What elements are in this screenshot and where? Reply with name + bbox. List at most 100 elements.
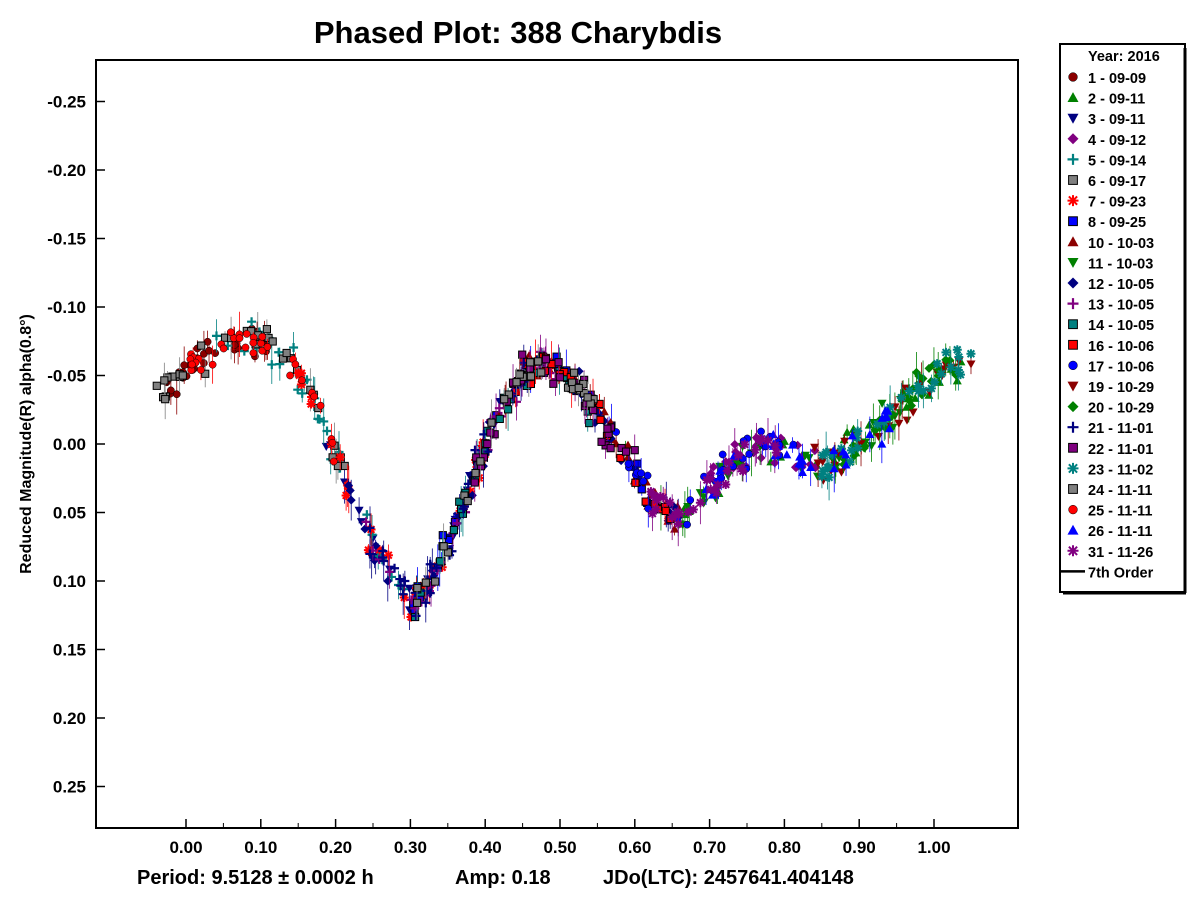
data-point: [952, 376, 962, 385]
legend-label: 13 - 10-05: [1088, 298, 1154, 314]
data-point: [757, 427, 765, 436]
data-point: [476, 457, 485, 466]
data-point: [867, 442, 877, 451]
data-point: [263, 343, 272, 351]
legend-label: 6 - 09-17: [1088, 174, 1146, 190]
data-point: [616, 453, 625, 463]
data-point: [840, 437, 850, 446]
data-point: [711, 488, 721, 498]
y-axis: -0.25 -0.20 -0.15 -0.10 -0.05 0.00 0.05 0.10 0.1…: [47, 93, 105, 797]
data-point: [818, 457, 828, 467]
data-point: [829, 464, 839, 473]
data-point: [647, 509, 657, 519]
data-point: [730, 439, 740, 449]
x-tick-label: 0.60: [618, 838, 651, 857]
legend-marker: [1067, 277, 1079, 289]
footer-amplitude: Amp: 0.18: [455, 867, 551, 889]
data-point: [955, 370, 965, 380]
data-point: [649, 491, 659, 501]
legend-label: 21 - 11-01: [1088, 421, 1153, 437]
x-tick-label: 0.40: [469, 838, 502, 857]
data-point: [294, 370, 304, 380]
x-tick-label: 0.00: [169, 838, 202, 857]
data-point: [585, 418, 594, 428]
data-point: [706, 485, 716, 495]
legend-label: 2 - 09-11: [1088, 92, 1145, 108]
data-point: [274, 347, 284, 357]
data-point: [880, 412, 890, 421]
data-point: [369, 556, 379, 566]
data-point: [524, 351, 534, 360]
legend-marker: [1068, 216, 1078, 227]
data-point: [853, 426, 863, 436]
data-point: [894, 419, 904, 428]
y-tick-label: -0.20: [47, 161, 86, 180]
data-point: [847, 431, 857, 440]
data-point: [219, 344, 228, 353]
data-point: [268, 337, 277, 346]
data-point: [188, 360, 196, 369]
data-point: [918, 386, 928, 396]
data-point: [904, 386, 914, 396]
y-axis-label: Reduced Magnitude(R) alpha(0.8°): [18, 314, 35, 574]
data-point: [658, 492, 668, 502]
legend-label: 12 - 10-05: [1088, 277, 1154, 293]
data-point: [286, 371, 294, 380]
data-point: [885, 424, 895, 433]
data-point: [425, 559, 435, 569]
data-point: [341, 490, 351, 500]
legend-marker: [1067, 381, 1079, 392]
legend-label: 31 - 11-26: [1088, 545, 1153, 561]
data-point: [932, 359, 942, 369]
data-point: [671, 510, 681, 520]
data-point: [471, 468, 480, 478]
legend-label: 7 - 09-23: [1088, 195, 1146, 211]
legend-marker: [1067, 92, 1079, 102]
data-point: [880, 406, 890, 415]
data-point: [936, 369, 946, 379]
chart-title: Phased Plot: 388 Charybdis: [314, 15, 722, 50]
data-point: [437, 562, 447, 572]
data-point: [354, 506, 364, 515]
data-point: [526, 358, 535, 367]
data-point: [818, 466, 828, 476]
data-point: [431, 577, 440, 586]
data-point: [211, 349, 220, 357]
data-point: [555, 373, 564, 382]
data-point: [197, 341, 206, 350]
data-point: [721, 479, 731, 489]
legend-marker: [1068, 339, 1078, 350]
legend-marker: [1068, 442, 1078, 453]
y-tick-label: 0.00: [53, 435, 86, 454]
data-point: [487, 418, 496, 427]
legend-marker: [1067, 195, 1079, 207]
legend-label: 3 - 09-11: [1088, 112, 1145, 128]
data-point: [400, 576, 410, 586]
data-point: [549, 379, 558, 388]
data-point: [859, 443, 869, 453]
data-point: [756, 434, 766, 444]
data-point: [356, 518, 366, 527]
data-point: [796, 460, 806, 469]
data-point: [411, 611, 421, 621]
legend-label: 7th Order: [1088, 565, 1154, 581]
data-point: [515, 370, 524, 379]
data-point: [623, 452, 633, 461]
data-point: [249, 338, 258, 347]
data-point: [379, 556, 389, 566]
data-point: [824, 472, 834, 482]
data-point: [412, 598, 422, 607]
legend: Year: 2016 1 - 09-09 2 - 09-11 3 - 09-11 4 …: [1059, 43, 1187, 595]
data-point: [623, 440, 633, 449]
legend-label: 5 - 09-14: [1088, 153, 1146, 169]
data-point: [661, 506, 670, 516]
data-point: [161, 395, 170, 404]
data-point: [297, 388, 307, 398]
data-point: [637, 469, 646, 478]
data-point: [738, 466, 748, 476]
data-point: [941, 355, 951, 365]
data-point: [827, 450, 837, 460]
data-point: [630, 446, 639, 455]
data-point: [966, 360, 976, 369]
data-point: [800, 451, 810, 460]
